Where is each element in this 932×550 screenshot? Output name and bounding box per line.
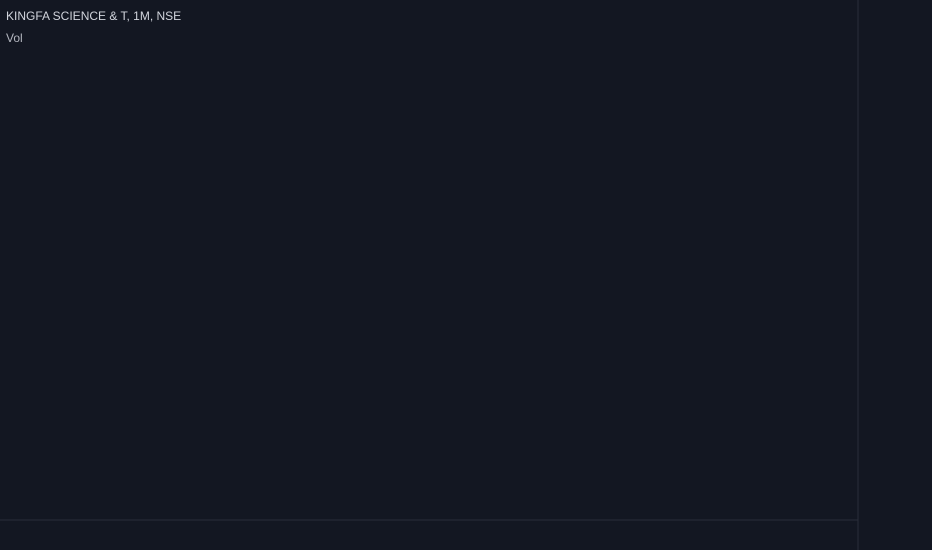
chart-title: KINGFA SCIENCE & T, 1M, NSE: [6, 9, 181, 23]
volume-label: Vol: [6, 31, 23, 45]
